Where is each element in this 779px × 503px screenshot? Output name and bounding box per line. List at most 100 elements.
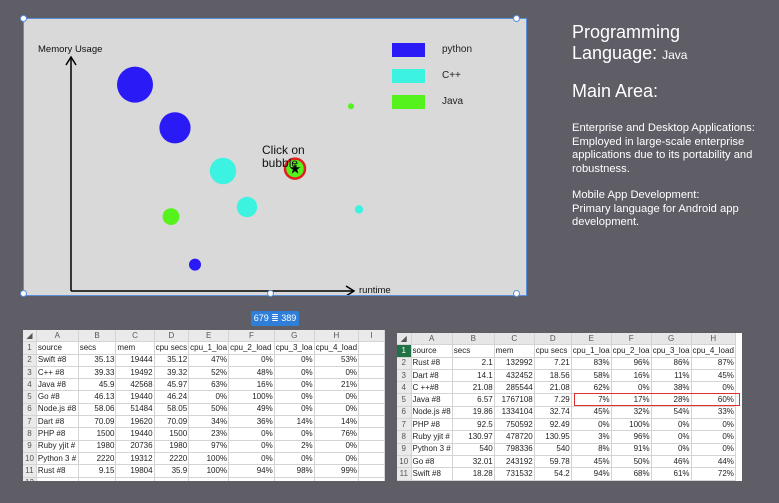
cell[interactable]: cpu_4_load [314, 341, 360, 355]
cell[interactable]: 2220 [154, 452, 190, 466]
cell[interactable]: Rust #8 [36, 464, 79, 478]
cell[interactable]: Rust #8 [411, 357, 453, 370]
cell[interactable]: 0% [274, 378, 315, 392]
cell[interactable]: 0% [571, 418, 612, 432]
cell[interactable]: C++ #8 [36, 366, 79, 380]
column-header[interactable]: C [115, 330, 155, 343]
cell[interactable]: 94% [228, 464, 275, 478]
cell[interactable]: 34% [188, 415, 230, 429]
cell[interactable]: 83% [571, 357, 612, 370]
cell[interactable]: 50% [188, 403, 230, 417]
cell[interactable]: 0% [651, 418, 692, 432]
cell[interactable]: 731532 [494, 467, 535, 481]
cell[interactable]: Swift #8 [411, 467, 453, 481]
cell[interactable]: 7.29 [534, 393, 572, 407]
cell[interactable]: 243192 [494, 455, 535, 469]
cell[interactable]: 0% [274, 427, 315, 441]
cell[interactable]: 59.78 [534, 455, 572, 469]
cell[interactable]: 58.06 [78, 403, 117, 417]
cell[interactable]: 0% [228, 452, 275, 466]
cell[interactable]: 130.97 [452, 430, 495, 444]
row-header[interactable]: 8 [23, 427, 37, 441]
cell[interactable] [358, 415, 385, 429]
cell[interactable] [358, 427, 385, 441]
resize-handle-top-left[interactable] [20, 15, 27, 22]
spreadsheet-left-table[interactable]: ◢ A B C D E F G H I 1 source secs mem cpu secs cpu_1_lo… [23, 330, 385, 481]
row-header[interactable]: 1 [23, 341, 37, 355]
row-header[interactable]: 9 [23, 440, 37, 453]
cell[interactable]: Node.js #8 [411, 406, 453, 420]
bubble-python-1[interactable] [159, 112, 191, 144]
cell[interactable]: 36% [228, 415, 275, 429]
cell[interactable]: cpu_2_loa [611, 344, 652, 358]
cell[interactable]: 0% [274, 390, 315, 404]
cell[interactable]: 0% [274, 403, 315, 417]
cell[interactable] [691, 480, 736, 481]
cell[interactable]: 45% [571, 406, 612, 420]
row-header[interactable]: 12 [23, 477, 37, 481]
cell[interactable]: 2220 [78, 452, 117, 466]
cell[interactable] [314, 477, 360, 481]
cell[interactable]: 32% [611, 406, 652, 420]
cell[interactable]: 86% [651, 357, 692, 370]
cell[interactable] [358, 440, 385, 453]
cell[interactable]: Go #8 [36, 390, 79, 404]
cell[interactable]: 92.49 [534, 418, 572, 432]
cell[interactable]: 19804 [115, 464, 155, 478]
cell[interactable]: 32.01 [452, 455, 495, 469]
cell[interactable]: 21.08 [534, 381, 572, 395]
cell[interactable]: 0% [691, 430, 736, 444]
row-header[interactable]: 7 [397, 418, 412, 432]
cell[interactable]: 3% [571, 430, 612, 444]
cell[interactable]: 0% [314, 452, 360, 466]
cell[interactable]: cpu_3_loa [274, 341, 315, 355]
cell[interactable]: 19.86 [452, 406, 495, 420]
cell[interactable]: 98% [274, 464, 315, 478]
cell[interactable]: 45% [571, 455, 612, 469]
cell[interactable]: 63% [188, 378, 230, 392]
cell[interactable] [358, 378, 385, 392]
cell[interactable]: cpu secs [154, 341, 190, 355]
cell[interactable]: 0% [651, 430, 692, 444]
cell[interactable]: 19312 [115, 452, 155, 466]
cell[interactable]: cpu_1_loa [571, 344, 612, 358]
cell[interactable]: 33% [691, 406, 736, 420]
cell[interactable]: 7.21 [534, 357, 572, 370]
row-header[interactable]: 9 [397, 443, 412, 456]
spreadsheet-right[interactable]: ◢ A B C D E F G H 1 source secs mem cpu secs cpu_1_loa… [397, 333, 742, 481]
cell[interactable]: 16% [228, 378, 275, 392]
cell[interactable]: 11% [651, 369, 692, 383]
cell[interactable]: 16% [611, 369, 652, 383]
cell[interactable]: 0% [314, 440, 360, 453]
cell[interactable] [534, 480, 572, 481]
cell[interactable] [36, 477, 79, 481]
row-header[interactable]: 3 [397, 369, 412, 383]
cell[interactable]: 1500 [154, 427, 190, 441]
bubble-cpp-0[interactable] [209, 157, 237, 185]
cell[interactable]: 19440 [115, 390, 155, 404]
bubble-java-0[interactable] [162, 208, 180, 226]
row-header[interactable]: 10 [23, 452, 37, 466]
cell[interactable]: 1500 [78, 427, 117, 441]
cell[interactable] [411, 480, 453, 481]
column-header[interactable]: I [358, 330, 385, 343]
cell[interactable] [228, 477, 275, 481]
cell[interactable] [358, 390, 385, 404]
resize-handle-bottom-right[interactable] [513, 290, 520, 297]
cell[interactable] [571, 480, 612, 481]
row-header[interactable]: 4 [23, 378, 37, 392]
row-header[interactable]: 4 [397, 381, 412, 395]
cell[interactable]: 97% [188, 440, 230, 453]
column-header[interactable]: D [534, 333, 572, 346]
bubble-cpp-1[interactable] [236, 196, 258, 218]
resize-handle-bottom-left[interactable] [20, 290, 27, 297]
cell[interactable]: 46.13 [78, 390, 117, 404]
cell[interactable]: 48% [228, 366, 275, 380]
cell[interactable]: 0% [228, 354, 275, 367]
cell[interactable]: secs [78, 341, 117, 355]
cell[interactable]: 72% [691, 467, 736, 481]
cell[interactable]: 0% [691, 418, 736, 432]
cell[interactable]: 9.15 [78, 464, 117, 478]
cell[interactable]: 35.13 [78, 354, 117, 367]
cell[interactable]: source [411, 344, 453, 358]
